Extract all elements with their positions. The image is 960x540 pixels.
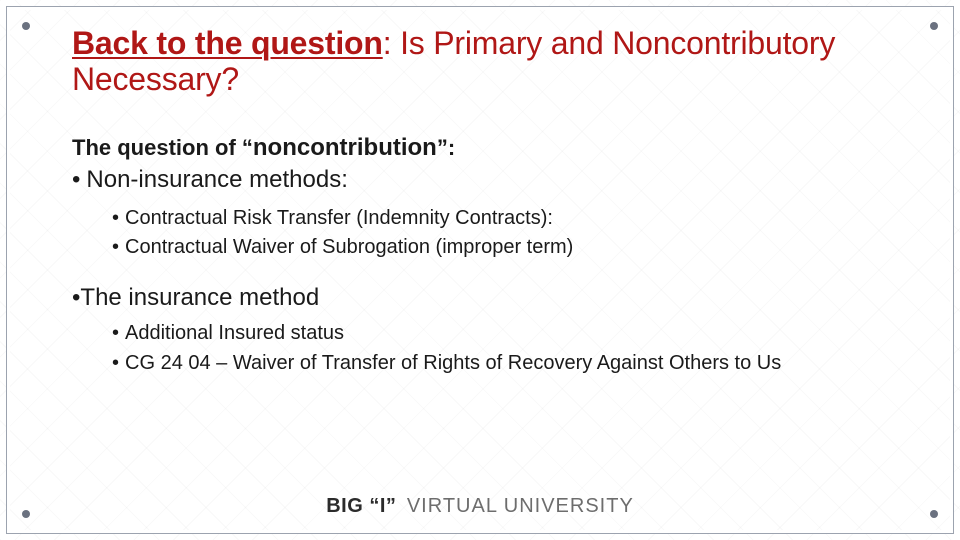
bullet-text: The insurance method [80,284,319,311]
bullet-glyph: • [112,236,119,258]
bullet-additional-insured: • Additional Insured status [112,318,888,348]
bullet-cg2404: • CG 24 04 – Waiver of Transfer of Rights… [112,348,888,378]
slide-content: Back to the question: Is Primary and Non… [0,0,960,540]
slide-title: Back to the question: Is Primary and Non… [72,26,888,98]
insurance-sublist: • Additional Insured status • CG 24 04 – W… [112,318,888,378]
bullet-text: Additional Insured status [125,322,344,344]
bullet-glyph: • [112,322,119,344]
subheading-prefix: The question of “ [72,135,253,160]
bullet-text: Contractual Waiver of Subrogation (impro… [125,236,573,258]
bullet-text: Contractual Risk Transfer (Indemnity Con… [125,207,553,229]
bullet-glyph: • [112,352,119,374]
corner-dot-bl [22,510,30,518]
subheading: The question of “noncontribution”: [72,134,888,162]
bullet-glyph: • [112,207,119,229]
bullet-noninsurance-methods: •Non-insurance methods: [72,166,888,194]
bullet-contractual-risk-transfer: • Contractual Risk Transfer (Indemnity Co… [112,204,888,233]
subheading-suffix: ”: [437,135,455,160]
corner-dot-tl [22,22,30,30]
bullet-text: Non-insurance methods: [86,166,347,193]
subheading-keyword: noncontribution [253,134,437,161]
bullet-contractual-waiver: • Contractual Waiver of Subrogation (impr… [112,233,888,262]
bullet-text: CG 24 04 – Waiver of Transfer of Rights … [125,352,781,374]
bullet-insurance-method: •The insurance method [72,284,888,312]
footer-logo-big: BIG “I” [326,495,396,517]
corner-dot-tr [930,22,938,30]
corner-dot-br [930,510,938,518]
bullet-glyph: • [72,166,80,193]
title-lead: Back to the question [72,25,383,61]
footer-logo-vu: VIRTUAL UNIVERSITY [407,495,634,517]
footer-logo: BIG “I” VIRTUAL UNIVERSITY [0,495,960,518]
noninsurance-sublist: • Contractual Risk Transfer (Indemnity Co… [112,204,888,262]
